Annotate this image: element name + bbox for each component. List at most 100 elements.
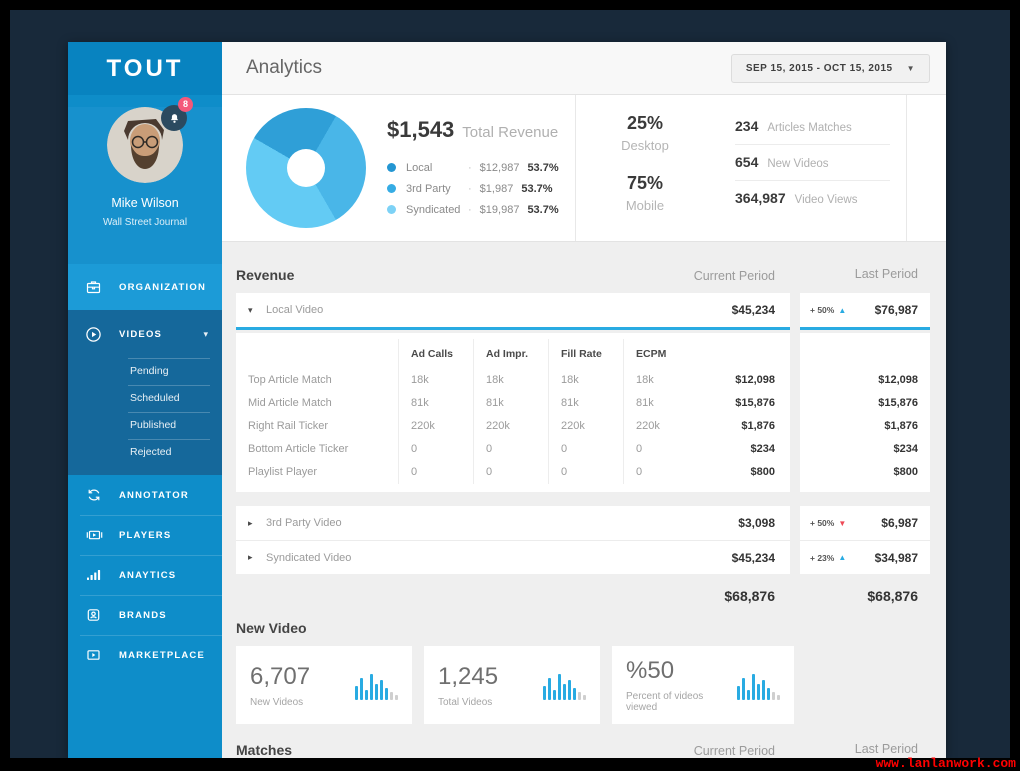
notifications-button[interactable]: 8 bbox=[161, 97, 193, 131]
cell: 220k bbox=[623, 415, 696, 438]
syndicated-video-row[interactable]: ▸ Syndicated Video $45,234 bbox=[236, 540, 790, 574]
mobile-stat: 75% Mobile bbox=[575, 173, 715, 213]
col-header-ad-impr: Ad Impr. bbox=[473, 339, 548, 369]
sidebar-item-analytics[interactable]: ANAYTICS bbox=[68, 555, 222, 595]
summary-panel: $1,543 Total Revenue Local · $12,987 53.… bbox=[222, 95, 946, 242]
sidebar-item-label: ANAYTICS bbox=[119, 569, 177, 581]
current-amount: $45,234 bbox=[731, 550, 775, 565]
3rd-party-last-period: + 50% ▼ $6,987 bbox=[800, 506, 930, 540]
sidebar-item-organization[interactable]: ORGANIZATION bbox=[68, 264, 222, 310]
stat-label: New Videos bbox=[767, 158, 829, 170]
sidebar-item-videos[interactable]: VIDEOS ▾ bbox=[68, 310, 222, 358]
revenue-group-3rd-party-video: ▸ 3rd Party Video $3,098 + 50% ▼ $6,987 bbox=[236, 506, 930, 540]
card-label: Total Videos bbox=[438, 696, 493, 708]
user-profile: 8 Mike Wilson Wall Street Journal bbox=[68, 97, 222, 264]
total-revenue-block: $1,543 Total Revenue Local · $12,987 53.… bbox=[387, 117, 559, 220]
player-screen-icon bbox=[85, 527, 107, 543]
donut-legend: Local · $12,987 53.7% 3rd Party · $1,987… bbox=[387, 157, 559, 220]
legend-separator: · bbox=[468, 203, 472, 216]
stat-value: 654 bbox=[735, 154, 759, 170]
last-amount: $15,876 bbox=[878, 397, 918, 409]
row-label: Right Rail Ticker bbox=[248, 420, 329, 432]
row-amount: $1,876 bbox=[741, 420, 775, 432]
logo-band: TOUT bbox=[68, 42, 222, 95]
cell: 0 bbox=[398, 438, 473, 461]
new-video-title: New Video bbox=[236, 620, 307, 636]
cell: 0 bbox=[548, 461, 623, 484]
card-label: Percent of videos viewed bbox=[626, 691, 704, 713]
stat-articles-matches: 234 Articles Matches bbox=[735, 109, 890, 145]
matches-title: Matches bbox=[236, 742, 293, 758]
sidebar-item-brands[interactable]: BRANDS bbox=[68, 595, 222, 635]
total-revenue-label: Total Revenue bbox=[462, 124, 559, 141]
card-percent-viewed: %50 Percent of videos viewed bbox=[612, 646, 794, 724]
cell: 0 bbox=[623, 461, 696, 484]
bar-chart-icon bbox=[85, 567, 107, 583]
cell: 81k bbox=[548, 392, 623, 415]
mini-bar-chart-icon bbox=[737, 670, 780, 700]
stat-label: Articles Matches bbox=[767, 122, 852, 134]
col-header-ad-calls: Ad Calls bbox=[398, 339, 473, 369]
sidebar-item-label: ORGANIZATION bbox=[119, 281, 207, 293]
card-label: New Videos bbox=[250, 696, 304, 708]
user-name: Mike Wilson bbox=[111, 196, 179, 210]
group-name: Local Video bbox=[266, 304, 324, 316]
desktop-percent: 25% bbox=[626, 113, 664, 133]
cell: 18k bbox=[398, 369, 473, 392]
cell: 220k bbox=[473, 415, 548, 438]
delta-percent: + 50% bbox=[810, 305, 835, 315]
caret-down-icon: ▾ bbox=[248, 304, 253, 315]
revenue-group-syndicated-video: ▸ Syndicated Video $45,234 + 23% ▲ $34,9… bbox=[236, 540, 930, 574]
cell: 0 bbox=[398, 461, 473, 484]
delta-percent: + 50% bbox=[810, 518, 835, 528]
legend-value: $1,987 bbox=[479, 182, 514, 195]
revenue-donut-chart bbox=[246, 108, 366, 228]
sidebar-subitem-pending[interactable]: Pending bbox=[68, 358, 222, 385]
scroll-area[interactable]: Revenue Current Period Last Period ▾ Loc… bbox=[222, 242, 946, 758]
local-video-last-period: + 50% ▲ $76,987 bbox=[800, 293, 930, 330]
tout-logo[interactable]: TOUT bbox=[106, 54, 184, 82]
caret-right-icon: ▸ bbox=[248, 552, 253, 562]
sidebar-item-players[interactable]: PLAYERS bbox=[68, 515, 222, 555]
date-range-label: SEP 15, 2015 - OCT 15, 2015 bbox=[745, 62, 893, 74]
local-video-last-period-detail: $12,098 $15,876 $1,876 $234 $800 bbox=[800, 333, 930, 492]
sidebar-subitem-rejected[interactable]: Rejected bbox=[68, 439, 222, 466]
legend-separator: · bbox=[468, 161, 472, 174]
date-range-picker[interactable]: SEP 15, 2015 - OCT 15, 2015 ▼ bbox=[730, 53, 930, 83]
card-new-videos: 6,707 New Videos bbox=[236, 646, 412, 724]
sidebar: TOUT 8 bbox=[68, 42, 222, 758]
stat-label: Video Views bbox=[794, 194, 858, 206]
last-amount: $234 bbox=[893, 443, 918, 455]
cell: 81k bbox=[398, 392, 473, 415]
local-video-detail: Ad Calls Ad Impr. Fill Rate ECPM Top Art… bbox=[236, 333, 930, 492]
loop-arrows-icon bbox=[85, 487, 107, 503]
app-window: TOUT 8 bbox=[68, 42, 946, 758]
legend-dot bbox=[387, 184, 396, 193]
sidebar-subitem-published[interactable]: Published bbox=[68, 412, 222, 439]
3rd-party-video-row[interactable]: ▸ 3rd Party Video $3,098 bbox=[236, 506, 790, 540]
group-name: Syndicated Video bbox=[266, 551, 352, 564]
trend-down-icon: ▼ bbox=[838, 518, 847, 528]
stat-value: 234 bbox=[735, 118, 759, 134]
cell: 0 bbox=[623, 438, 696, 461]
last-amount: $800 bbox=[893, 466, 918, 478]
sidebar-item-annotator[interactable]: ANNOTATOR bbox=[68, 475, 222, 515]
topbar: Analytics SEP 15, 2015 - OCT 15, 2015 ▼ bbox=[222, 42, 946, 95]
legend-label: 3rd Party bbox=[406, 182, 451, 195]
last-amount: $12,098 bbox=[878, 374, 918, 386]
cell: 0 bbox=[473, 461, 548, 484]
desktop-label: Desktop bbox=[621, 138, 669, 153]
local-video-row[interactable]: ▾ Local Video $45,234 bbox=[236, 293, 790, 330]
current-amount: $3,098 bbox=[738, 516, 775, 530]
main-content: Analytics SEP 15, 2015 - OCT 15, 2015 ▼ … bbox=[222, 42, 946, 758]
sidebar-item-label: PLAYERS bbox=[119, 529, 172, 541]
stat-value: 364,987 bbox=[735, 190, 786, 206]
col-header-ecpm: ECPM bbox=[623, 339, 696, 369]
trend-up-icon: ▲ bbox=[838, 305, 847, 315]
sidebar-item-label: VIDEOS bbox=[119, 328, 163, 340]
sidebar-item-marketplace[interactable]: MARKETPLACE bbox=[68, 635, 222, 675]
row-amount: $234 bbox=[750, 443, 775, 455]
sidebar-group-videos: VIDEOS ▾ Pending Scheduled Published Rej… bbox=[68, 310, 222, 475]
current-amount: $45,234 bbox=[731, 303, 775, 317]
sidebar-subitem-scheduled[interactable]: Scheduled bbox=[68, 385, 222, 412]
